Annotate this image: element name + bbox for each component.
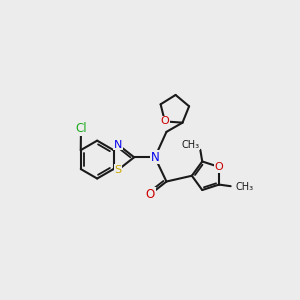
Text: N: N: [114, 140, 122, 150]
Text: N: N: [151, 151, 159, 164]
Text: O: O: [160, 116, 169, 126]
Text: O: O: [215, 162, 224, 172]
Text: Cl: Cl: [75, 122, 87, 135]
Text: S: S: [114, 165, 122, 175]
Text: CH₃: CH₃: [181, 140, 200, 150]
Text: O: O: [146, 188, 155, 201]
Text: CH₃: CH₃: [236, 182, 254, 192]
